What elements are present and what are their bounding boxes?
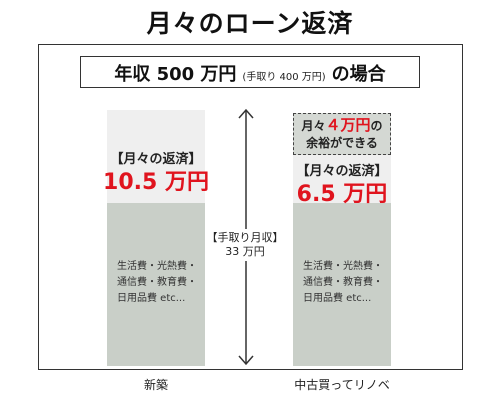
right-repayment-area bbox=[293, 155, 391, 203]
left-expense-line: 生活費・光熱費・ bbox=[117, 261, 197, 272]
income-header: 年収 500 万円 (手取り 400 万円) の場合 bbox=[80, 56, 420, 88]
surplus-line2: 余裕ができる bbox=[306, 136, 378, 150]
category-left: 新築 bbox=[143, 378, 168, 392]
right-expense-line: 通信費・教育費・ bbox=[303, 277, 383, 288]
left-repayment-value: 10.5 万円 bbox=[103, 170, 209, 195]
left-repayment-head: 【月々の返済】 bbox=[110, 152, 202, 167]
surplus-box: 月々４万円の 余裕ができる bbox=[293, 113, 391, 155]
income-sub: (手取り 400 万円) bbox=[242, 72, 326, 83]
monthly-income-head: 【手取り月収】 bbox=[206, 231, 284, 244]
monthly-income-label: 【手取り月収】 33 万円 bbox=[206, 229, 284, 261]
right-repayment-value: 6.5 万円 bbox=[296, 182, 388, 207]
monthly-income-value: 33 万円 bbox=[225, 245, 265, 258]
income-main: 年収 500 万円 bbox=[114, 64, 237, 85]
left-expenses-area bbox=[107, 203, 205, 366]
category-right: 中古買ってリノベ bbox=[294, 378, 390, 392]
right-expense-list: 生活費・光熱費・ 通信費・教育費・ 日用品費 etc... bbox=[303, 259, 383, 307]
left-repayment-area bbox=[107, 110, 205, 203]
left-expense-line: 通信費・教育費・ bbox=[117, 277, 197, 288]
right-repayment-head: 【月々の返済】 bbox=[296, 164, 388, 179]
surplus-line1: 月々４万円の bbox=[301, 116, 383, 134]
surplus-value: ４万円 bbox=[325, 116, 371, 134]
right-expenses-area bbox=[293, 203, 391, 366]
income-suffix: の場合 bbox=[331, 64, 386, 85]
right-expense-line: 日用品費 etc... bbox=[303, 293, 372, 304]
chart-frame bbox=[38, 44, 463, 370]
left-expense-line: 日用品費 etc... bbox=[117, 293, 186, 304]
right-expense-line: 生活費・光熱費・ bbox=[303, 261, 383, 272]
left-expense-list: 生活費・光熱費・ 通信費・教育費・ 日用品費 etc... bbox=[117, 259, 197, 307]
page-title: 月々のローン返済 bbox=[146, 9, 354, 38]
